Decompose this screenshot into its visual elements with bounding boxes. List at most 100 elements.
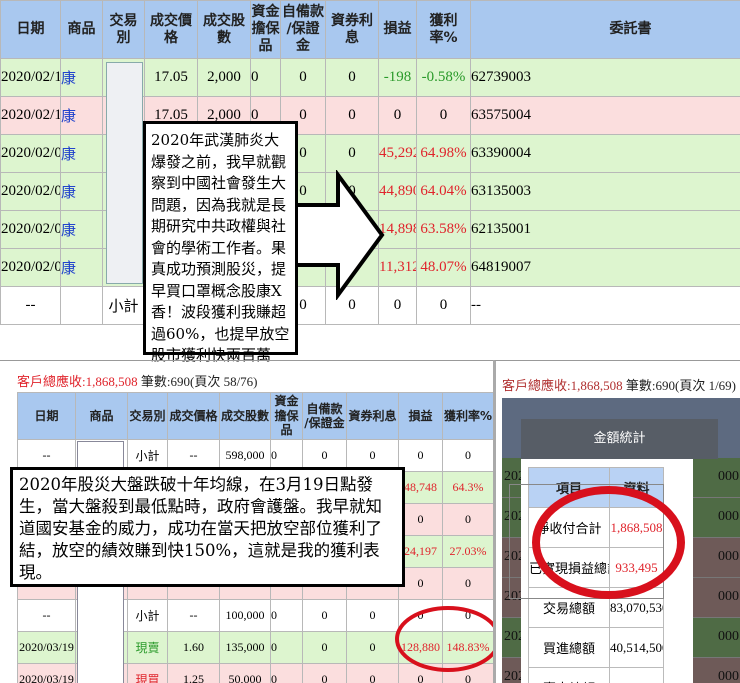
- column-header[interactable]: 獲利率%: [416, 0, 471, 59]
- record-count: 筆數:690(頁次 58/76): [137, 374, 258, 389]
- annotation-callout-top: 2020年武漢肺炎大爆發之前，我早就觀察到中國社會發生大問題，因為我就是長期研究…: [143, 121, 298, 364]
- table-cell: 0: [302, 663, 347, 683]
- column-header[interactable]: 資金 擔保品: [270, 392, 303, 440]
- table-cell: 小計: [102, 286, 145, 325]
- right-arrow-icon: [290, 170, 385, 300]
- table-cell: 0: [270, 631, 303, 664]
- table-cell: 現買: [127, 663, 168, 683]
- column-header[interactable]: 自備款 /保證金: [302, 392, 347, 440]
- column-header[interactable]: 成交股數: [197, 0, 251, 59]
- summary-line: 客戶總應收:1,868,508 筆數:690(頁次 1/69): [502, 375, 736, 394]
- table-cell: 2020/03/19: [17, 631, 76, 664]
- table-cell: 27.03%: [442, 535, 493, 568]
- column-header[interactable]: 獲利率%: [442, 392, 493, 440]
- receivable-total: 客戶總應收:1,868,508: [17, 374, 138, 389]
- table-cell: 小計: [127, 599, 168, 632]
- table-cell: 45,292: [378, 134, 417, 173]
- table-cell: -198: [378, 58, 417, 97]
- row-value-fragment: 000: [718, 629, 739, 644]
- table-cell: 62739003: [470, 58, 740, 97]
- table-cell: 0: [378, 96, 417, 135]
- column-header[interactable]: 資券利息: [325, 0, 379, 59]
- row-value-fragment: 000: [718, 469, 739, 484]
- stats-row: 買進總額 40,514,500: [528, 627, 664, 668]
- column-header[interactable]: 商品: [75, 392, 128, 440]
- table-cell: 0: [346, 599, 399, 632]
- table-cell: 63135003: [470, 172, 740, 211]
- table-cell: 64.04%: [416, 172, 471, 211]
- stats-row: 賣出總額42,556,030: [528, 667, 664, 683]
- table-cell: 康: [60, 96, 103, 135]
- table-cell: 0: [302, 599, 347, 632]
- column-header[interactable]: 資券利息: [346, 392, 399, 440]
- bottom-right-panel: 客戶總應收:1,868,508 筆數:690(頁次 1/69) 股數 20200…: [493, 360, 740, 683]
- table-cell: 0: [442, 567, 493, 600]
- table-cell: 0: [270, 663, 303, 683]
- column-header[interactable]: 損益: [378, 0, 417, 59]
- table-row[interactable]: 2020/03/19 現買 1.25 50,000 0 0 0 0 0: [17, 663, 493, 683]
- table-cell: --: [0, 286, 61, 325]
- table-cell: 17.05: [144, 58, 198, 97]
- table-row[interactable]: 2020/02/18康現賣17.052,000000-198-0.58%6273…: [0, 58, 740, 97]
- table-cell: 0: [280, 58, 326, 97]
- table-cell: 0: [325, 286, 379, 325]
- column-header[interactable]: 自備款 /保證金: [280, 0, 326, 59]
- table-cell: 64.98%: [416, 134, 471, 173]
- table-cell: 0: [250, 58, 281, 97]
- row-date-fragment: 202: [504, 629, 525, 644]
- column-header[interactable]: 日期: [17, 392, 76, 440]
- column-header[interactable]: 交易別: [102, 0, 145, 59]
- table-cell: 0: [442, 439, 493, 472]
- table-cell: 0: [325, 134, 379, 173]
- annotation-callout-bottom: 2020年股災大盤跌破十年均線，在3月19日點發生，當大盤殺到最低點時，政府會護…: [10, 467, 405, 587]
- table-cell: 康: [60, 58, 103, 97]
- column-header[interactable]: 日期: [0, 0, 61, 59]
- table-cell: 62135001: [470, 210, 740, 249]
- column-header[interactable]: 成交價格: [144, 0, 198, 59]
- table-cell: --: [17, 599, 76, 632]
- summary-line: 客戶總應收:1,868,508 筆數:690(頁次 58/76): [17, 371, 258, 390]
- table-cell: 康: [60, 172, 103, 211]
- column-header[interactable]: 商品: [60, 0, 103, 59]
- redacted-product-mask: [106, 62, 143, 284]
- table-cell: -0.58%: [416, 58, 471, 97]
- column-header[interactable]: 成交股數: [219, 392, 271, 440]
- table-cell: 0: [398, 567, 443, 600]
- table-cell: 48,748: [398, 471, 443, 504]
- table-cell: 44,890: [378, 172, 417, 211]
- row-value-fragment: 000: [718, 509, 739, 524]
- table-cell: 現賣: [127, 631, 168, 664]
- table-cell: 康: [60, 210, 103, 249]
- table-cell: 0: [398, 503, 443, 536]
- column-header[interactable]: 損益: [398, 392, 443, 440]
- highlight-ellipse: [532, 486, 685, 599]
- table-cell: 48.07%: [416, 248, 471, 287]
- table-cell: 100,000: [219, 599, 271, 632]
- table-cell: 24,197: [398, 535, 443, 568]
- table-cell: 63.58%: [416, 210, 471, 249]
- table-cell: 64819007: [470, 248, 740, 287]
- column-header[interactable]: 成交價格: [167, 392, 220, 440]
- table-cell: --: [167, 439, 220, 472]
- row-date-fragment: 202: [504, 669, 525, 683]
- row-value-fragment: 000: [718, 589, 739, 604]
- table-cell: 0: [325, 58, 379, 97]
- table-cell: 0: [398, 439, 443, 472]
- table-cell: 康: [60, 248, 103, 287]
- table-cell: --: [470, 286, 740, 325]
- table-cell: 2020/02/04: [0, 134, 61, 173]
- table-cell: 1.60: [167, 631, 220, 664]
- column-header[interactable]: 委託書: [470, 0, 740, 59]
- table-cell: --: [17, 439, 76, 472]
- column-header[interactable]: 交易別: [127, 392, 168, 440]
- table-cell: 0: [302, 631, 347, 664]
- table-cell: 0: [270, 599, 303, 632]
- highlight-ellipse: [395, 606, 493, 672]
- dialog-title: 金額統計: [521, 419, 718, 459]
- table-cell: 14,898: [378, 210, 417, 249]
- stats-cell: 40,514,500: [609, 627, 664, 668]
- table-cell: 0: [416, 96, 471, 135]
- table-cell: 0: [346, 663, 399, 683]
- column-header[interactable]: 資金 擔保品: [250, 0, 281, 59]
- table-cell: 2,000: [197, 58, 251, 97]
